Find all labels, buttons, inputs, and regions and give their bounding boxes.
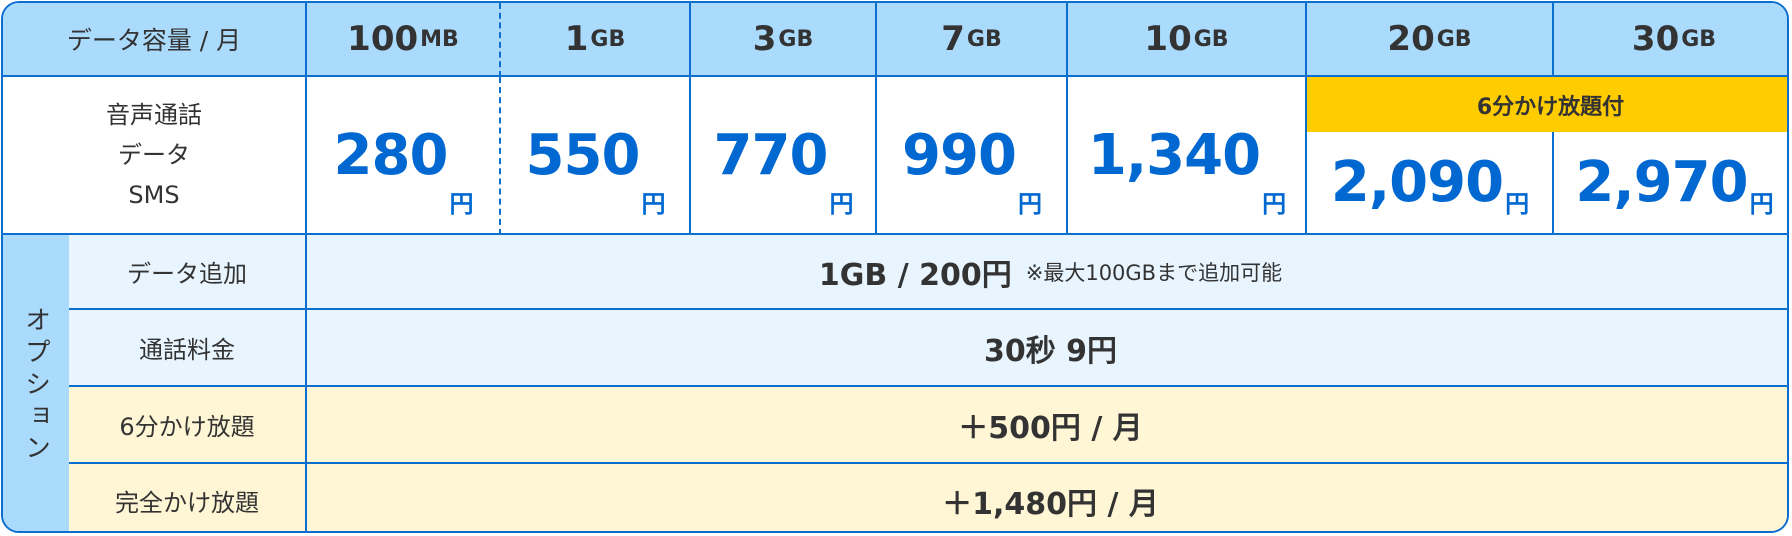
plan-amount: 100 [347, 19, 419, 59]
option-name: データ追加 [69, 235, 307, 310]
plan-unit: GB [778, 26, 814, 52]
price-100mb: 280 円 [307, 77, 501, 235]
option-note: ※最大100GBまで追加可能 [1025, 260, 1283, 285]
yen-unit: 円 [1505, 190, 1529, 218]
yen-unit: 円 [1749, 190, 1774, 218]
plan-amount: 10 [1144, 19, 1192, 59]
yen-unit: 円 [829, 190, 853, 218]
service-label: 音声通話 データ SMS [3, 77, 307, 235]
plan-amount: 7 [941, 19, 965, 59]
plan-20gb: 20 GB [1307, 3, 1554, 77]
plan-amount: 20 [1387, 19, 1435, 59]
options-label: オプション [3, 235, 69, 531]
plan-7gb: 7 GB [877, 3, 1068, 77]
plan-unit: MB [420, 26, 459, 52]
price-value: 1,340 [1087, 122, 1261, 188]
plan-unit: GB [1681, 26, 1717, 52]
option-value: 1GB / 200円 [818, 257, 1012, 293]
plan-amount: 1 [564, 19, 589, 59]
price-10gb: 1,340 円 [1068, 77, 1307, 235]
plan-3gb: 3 GB [691, 3, 877, 77]
price-1gb: 550 円 [501, 77, 691, 235]
option-name: 通話料金 [69, 310, 307, 387]
option-6min-value: ＋500円 / 月 [307, 387, 1787, 464]
plan-unit: GB [966, 26, 1002, 52]
yen-unit: 円 [1017, 190, 1042, 218]
option-name: 完全かけ放題 [69, 464, 307, 531]
header-label: データ容量 / 月 [3, 3, 307, 77]
service-voice: 音声通話 [106, 101, 202, 129]
price-value: 280 [333, 122, 449, 188]
service-data: データ [118, 141, 190, 169]
option-data-add-value: 1GB / 200円 ※最大100GBまで追加可能 [307, 235, 1787, 310]
option-call-rate-value: 30秒 9円 [307, 310, 1787, 387]
price-3gb: 770 円 [691, 77, 877, 235]
plan-unit: GB [590, 26, 626, 52]
price-value: 990 [902, 122, 1017, 188]
plan-30gb: 30 GB [1554, 3, 1787, 77]
yen-unit: 円 [449, 190, 473, 218]
option-name: 6分かけ放題 [69, 387, 307, 464]
price-value: 770 [713, 122, 829, 188]
plan-amount: 3 [752, 19, 777, 59]
plan-unit: GB [1436, 26, 1472, 52]
yen-unit: 円 [1262, 190, 1286, 218]
price-value: 550 [525, 122, 641, 188]
price-7gb: 990 円 [877, 77, 1068, 235]
price-value: 2,970 [1575, 150, 1748, 215]
plan-unit: GB [1193, 26, 1229, 52]
option-unlimited-value: ＋1,480円 / 月 [307, 464, 1787, 531]
plan-100mb: 100 MB [307, 3, 501, 77]
service-sms: SMS [128, 181, 180, 209]
plan-1gb: 1 GB [501, 3, 691, 77]
plan-amount: 30 [1631, 19, 1680, 59]
plan-10gb: 10 GB [1068, 3, 1307, 77]
price-value: 2,090 [1330, 150, 1504, 215]
yen-unit: 円 [641, 190, 665, 218]
call-included-badge: 6分かけ放題付 [1307, 77, 1787, 132]
